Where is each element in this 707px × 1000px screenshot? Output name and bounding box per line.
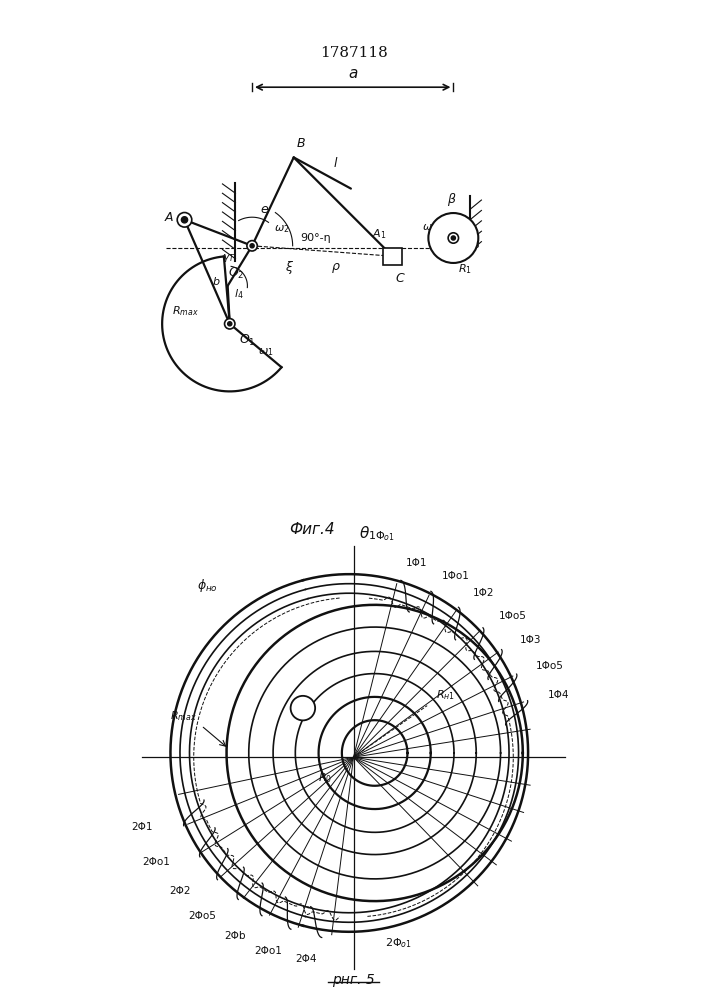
- Text: $R_{max}$: $R_{max}$: [170, 710, 197, 723]
- Text: $O_3$: $O_3$: [464, 236, 481, 251]
- Text: $R_1$: $R_1$: [457, 262, 472, 276]
- Text: 1Φo5: 1Φo5: [536, 661, 563, 671]
- Text: 2Φ4: 2Φ4: [295, 954, 317, 964]
- FancyBboxPatch shape: [382, 248, 402, 265]
- Text: l: l: [334, 157, 337, 170]
- Text: 1Φo1: 1Φo1: [443, 571, 470, 581]
- Text: 2Φo1: 2Φo1: [254, 946, 282, 956]
- Text: $R_{max}$: $R_{max}$: [172, 304, 199, 318]
- Text: $\omega_4$: $\omega_4$: [422, 222, 438, 233]
- Circle shape: [247, 241, 257, 251]
- Text: θ: θ: [360, 526, 369, 541]
- Text: B: B: [296, 137, 305, 150]
- Text: 1Φ3: 1Φ3: [520, 635, 541, 645]
- Text: $2\Phi_{o1}$: $2\Phi_{o1}$: [385, 937, 412, 950]
- Text: 2Φ2: 2Φ2: [170, 886, 191, 896]
- Text: $R_0$: $R_0$: [318, 771, 332, 785]
- Text: 2Φo5: 2Φo5: [189, 911, 216, 921]
- Text: $l_4$: $l_4$: [234, 287, 243, 301]
- Text: ξ: ξ: [285, 261, 292, 274]
- Text: $\phi_{но}$: $\phi_{но}$: [197, 577, 218, 594]
- Text: $O_1$: $O_1$: [239, 333, 256, 348]
- Text: $\gamma_T$: $\gamma_T$: [222, 252, 235, 264]
- Text: ρ: ρ: [332, 260, 339, 273]
- Circle shape: [182, 217, 187, 223]
- Text: рнг. 5: рнг. 5: [332, 973, 375, 987]
- Circle shape: [451, 236, 455, 240]
- Text: A: A: [165, 211, 173, 224]
- Text: b: b: [213, 277, 220, 287]
- Text: 1Φ4: 1Φ4: [548, 690, 569, 700]
- Text: $O_2$: $O_2$: [228, 266, 245, 281]
- Circle shape: [291, 696, 315, 720]
- Circle shape: [177, 213, 192, 227]
- Text: 1Φ2: 1Φ2: [472, 588, 494, 598]
- Text: $R_{н1}$: $R_{н1}$: [436, 688, 455, 702]
- Text: $\omega_1$: $\omega_1$: [258, 347, 274, 358]
- Text: a: a: [348, 66, 358, 81]
- Text: $A_1$: $A_1$: [373, 227, 387, 241]
- Text: 2Φ1: 2Φ1: [132, 822, 153, 832]
- Text: e: e: [260, 203, 268, 216]
- Circle shape: [250, 244, 255, 248]
- Text: 1787118: 1787118: [320, 46, 387, 60]
- Text: 1Φ1: 1Φ1: [406, 558, 428, 568]
- Text: $1\Phi_{o1}$: $1\Phi_{o1}$: [368, 530, 395, 543]
- Text: C: C: [395, 272, 404, 285]
- Text: Фиг.4: Фиг.4: [289, 522, 334, 537]
- Text: 90°-η: 90°-η: [300, 233, 331, 243]
- Text: 2Φb: 2Φb: [225, 931, 246, 941]
- Circle shape: [428, 213, 479, 263]
- Circle shape: [228, 322, 232, 326]
- Text: 1Φo5: 1Φo5: [499, 611, 527, 621]
- Circle shape: [225, 319, 235, 329]
- Circle shape: [448, 233, 459, 243]
- Text: β: β: [447, 193, 455, 206]
- Text: 2Φo1: 2Φo1: [142, 857, 170, 867]
- Text: $\omega_2$: $\omega_2$: [274, 223, 289, 235]
